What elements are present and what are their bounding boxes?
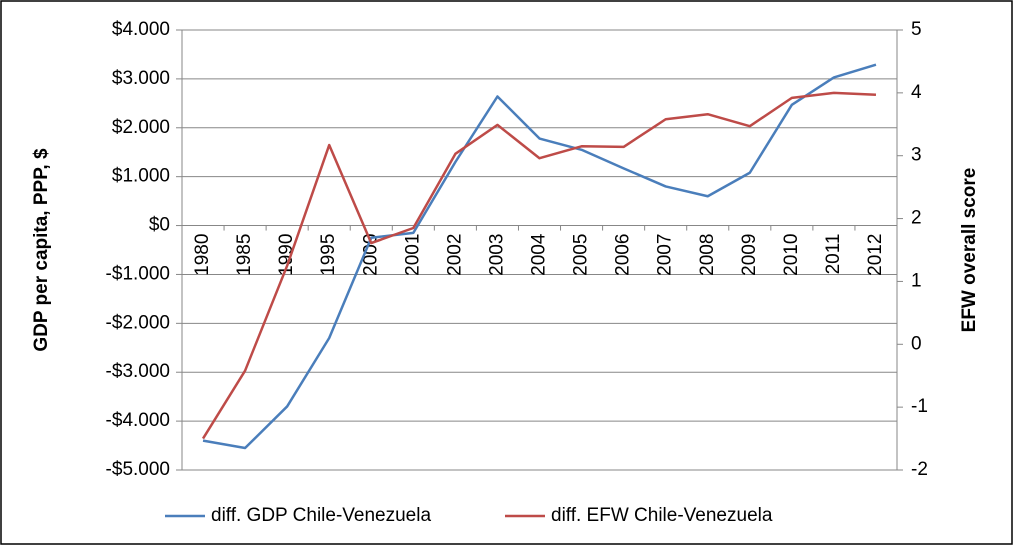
y2-tick-label: 2 [911,208,922,229]
x-tick-label: 2005 [571,234,592,276]
x-tick-label: 2002 [444,234,465,276]
x-tick-label: 2006 [613,234,634,276]
y-tick-label: -$4.000 [106,410,170,431]
x-tick-label: 1990 [276,234,297,276]
y-tick-label: $3.000 [112,68,170,89]
x-tick-label: 2000 [360,234,381,276]
x-tick-label: 2011 [823,234,844,275]
x-tick-label: 1985 [234,234,255,276]
y-tick-label: $4.000 [112,19,170,40]
x-tick-label: 2009 [739,234,760,276]
y-tick-label: -$1.000 [106,263,170,284]
x-tick-label: 1995 [318,234,339,276]
y-tick-label: $1.000 [112,166,170,187]
y-axis-label: GDP per capita, PPP, $ [31,148,52,352]
x-tick-label: 2003 [486,234,507,276]
y2-tick-label: -1 [911,396,928,417]
y2-axis-label: EFW overall score [959,168,980,333]
y-tick-label: -$2.000 [106,312,170,333]
series-line [201,91,877,440]
y-tick-label: -$3.000 [106,361,170,382]
y2-tick-label: 4 [911,82,922,103]
y-tick-label: $2.000 [112,117,170,138]
x-tick-label: 2004 [529,233,550,276]
x-tick-label: 2010 [781,234,802,276]
x-tick-label: 2007 [655,234,676,276]
legend-label: diff. EFW Chile-Venezuela [551,505,773,526]
series-line [202,63,877,450]
y-tick-label: -$5.000 [106,459,170,480]
y2-tick-label: 3 [911,145,922,166]
y2-tick-label: 1 [911,270,922,291]
x-tick-label: 1980 [192,234,213,276]
y2-tick-label: -2 [911,459,928,480]
x-tick-label: 2008 [697,234,718,276]
x-tick-label: 2001 [402,234,423,276]
y2-tick-label: 0 [911,333,922,354]
legend-label: diff. GDP Chile-Venezuela [211,505,431,526]
x-tick-label: 2012 [865,234,886,276]
y2-tick-label: 5 [911,19,922,40]
y-tick-label: $0 [149,215,170,236]
